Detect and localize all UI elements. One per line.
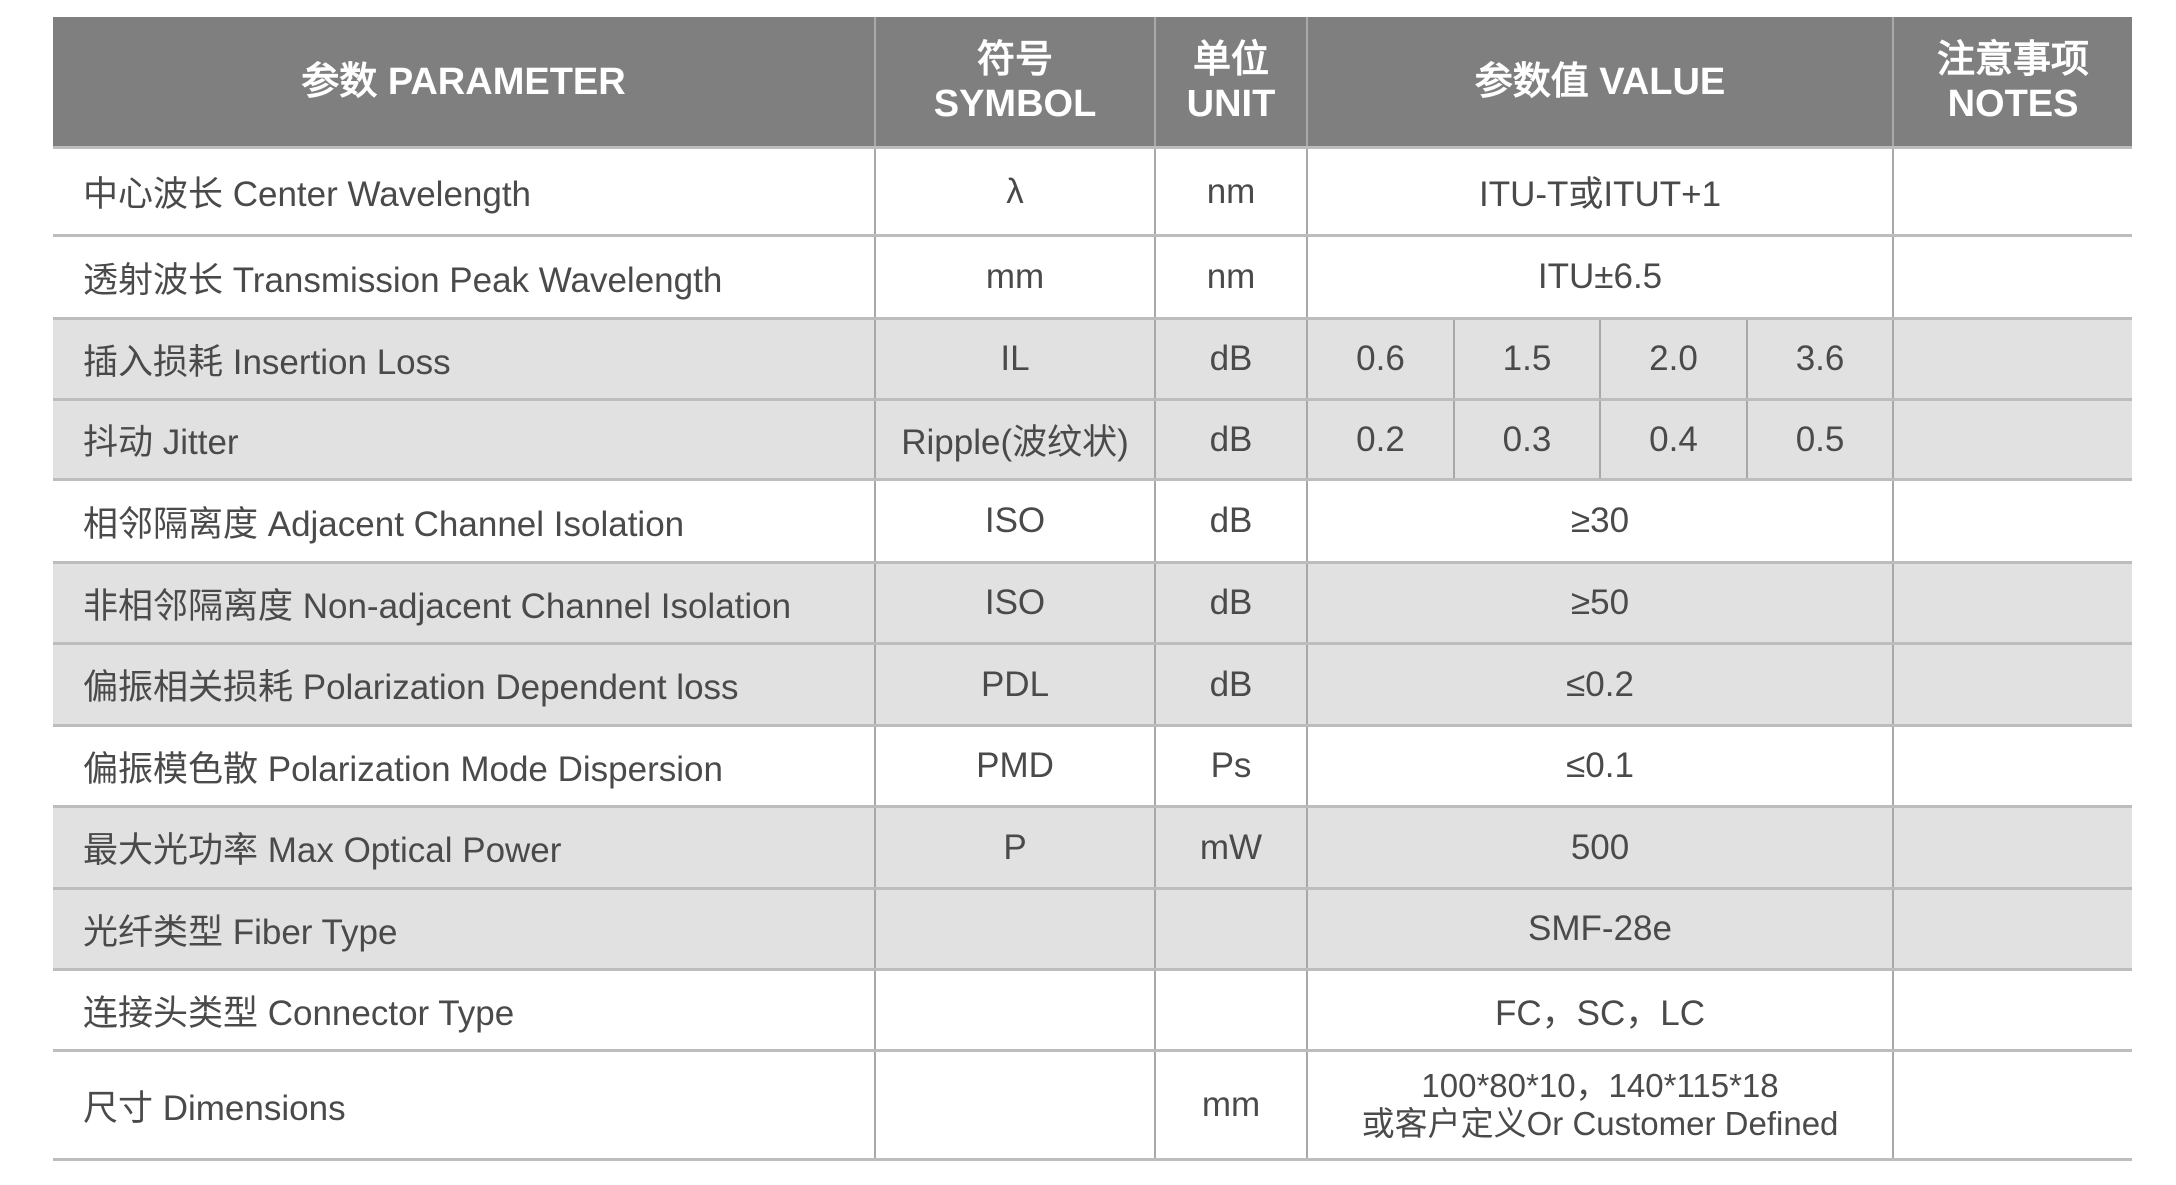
symbol-cell: Ripple(波纹状) [874,398,1155,480]
parameter-cell: 相邻隔离度 Adjacent Channel Isolation [53,478,875,563]
table-row: 连接头类型 Connector Type FC，SC，LC [53,968,2133,1051]
value-cell: 0.2 [1306,398,1454,480]
header-row: 参数 PARAMETER 符号 SYMBOL 单位 UNIT 参数值 VALUE 注… [53,17,2133,148]
value-cell: ITU±6.5 [1305,234,1894,319]
table-row: 抖动 Jitter Ripple(波纹状) dB 0.2 0.3 0.4 0.5 [53,398,2133,480]
parameter-cell: 偏振模色散 Polarization Mode Dispersion [53,724,875,807]
unit-cell: dB [1154,642,1307,726]
unit-cell [1154,887,1307,970]
symbol-cell [874,968,1155,1051]
parameter-cell: 偏振相关损耗 Polarization Dependent loss [53,642,875,726]
parameter-cell: 连接头类型 Connector Type [53,968,875,1051]
symbol-cell [874,887,1155,970]
notes-cell [1892,146,2133,236]
value-cell: ≥30 [1305,478,1894,563]
value-cell: 2.0 [1599,317,1747,400]
table-row: 尺寸 Dimensions mm 100*80*10，140*115*18 或客户定义… [53,1049,2133,1161]
table-row: 偏振模色散 Polarization Mode Dispersion PMD Ps ≤… [53,724,2133,807]
header-notes-cn: 注意事项 [1937,38,2090,81]
value-cell: 0.4 [1599,398,1747,480]
symbol-cell: λ [874,146,1155,236]
unit-cell [1154,968,1307,1051]
value-cell: 500 [1305,805,1894,889]
symbol-cell: mm [874,234,1155,319]
value-cell: SMF-28e [1305,887,1894,970]
table-row: 相邻隔离度 Adjacent Channel Isolation ISO dB ≥30 [53,478,2133,563]
notes-cell [1892,642,2133,726]
header-symbol-en: SYMBOL [933,82,1097,125]
value-cell: ITU-T或ITUT+1 [1305,146,1894,236]
notes-cell [1892,561,2133,644]
notes-cell [1892,805,2133,889]
parameter-cell: 中心波长 Center Wavelength [53,146,875,236]
header-unit-cn: 单位 [1192,38,1269,81]
header-symbol-cn: 符号 [976,38,1053,81]
value-cell: 0.5 [1745,398,1894,480]
table-row: 插入损耗 Insertion Loss IL dB 0.6 1.5 2.0 3.6 [53,317,2133,400]
header-unit-en: UNIT [1186,82,1276,125]
unit-cell: dB [1154,317,1307,400]
table-row: 非相邻隔离度 Non-adjacent Channel Isolation ISO… [53,561,2133,644]
unit-cell: dB [1154,398,1307,480]
parameter-cell: 非相邻隔离度 Non-adjacent Channel Isolation [53,561,875,644]
header-unit: 单位 UNIT [1154,17,1307,148]
table-row: 光纤类型 Fiber Type SMF-28e [53,887,2133,970]
parameter-cell: 抖动 Jitter [53,398,875,480]
value-cell: 0.3 [1453,398,1600,480]
table-row: 透射波长 Transmission Peak Wavelength mm nm ITU… [53,234,2133,319]
header-value: 参数值 VALUE [1305,17,1894,148]
notes-cell [1892,724,2133,807]
value-cell: 100*80*10，140*115*18 或客户定义Or Customer Def… [1305,1049,1894,1161]
symbol-cell: PMD [874,724,1155,807]
value-cell: ≤0.2 [1305,642,1894,726]
value-cell: 1.5 [1453,317,1600,400]
value-cell: 0.6 [1306,317,1454,400]
table-row: 偏振相关损耗 Polarization Dependent loss PDL dB ≤… [53,642,2133,726]
header-notes-en: NOTES [1947,82,2079,125]
spec-table: 参数 PARAMETER 符号 SYMBOL 单位 UNIT 参数值 VALUE 注… [53,17,2133,1161]
notes-cell [1892,317,2133,400]
symbol-cell: IL [874,317,1155,400]
unit-cell: dB [1154,478,1307,563]
symbol-cell [874,1049,1155,1161]
value-cell: 3.6 [1745,317,1894,400]
value-cell: ≤0.1 [1305,724,1894,807]
unit-cell: Ps [1154,724,1307,807]
table-row: 中心波长 Center Wavelength λ nm ITU-T或ITUT+1 [53,146,2133,236]
notes-cell [1892,887,2133,970]
notes-cell [1892,234,2133,319]
value-cell: FC，SC，LC [1305,968,1894,1051]
unit-cell: nm [1154,146,1307,236]
notes-cell [1892,478,2133,563]
value-cell: ≥50 [1305,561,1894,644]
notes-cell [1892,398,2133,480]
parameter-cell: 透射波长 Transmission Peak Wavelength [53,234,875,319]
notes-cell [1892,968,2133,1051]
unit-cell: nm [1154,234,1307,319]
value-line-2: 或客户定义Or Customer Defined [1361,1105,1839,1142]
unit-cell: dB [1154,561,1307,644]
parameter-cell: 尺寸 Dimensions [53,1049,875,1161]
symbol-cell: PDL [874,642,1155,726]
header-parameter: 参数 PARAMETER [53,17,875,148]
parameter-cell: 光纤类型 Fiber Type [53,887,875,970]
header-symbol: 符号 SYMBOL [874,17,1155,148]
parameter-cell: 最大光功率 Max Optical Power [53,805,875,889]
header-notes: 注意事项 NOTES [1892,17,2133,148]
parameter-cell: 插入损耗 Insertion Loss [53,317,875,400]
unit-cell: mW [1154,805,1307,889]
symbol-cell: ISO [874,478,1155,563]
symbol-cell: P [874,805,1155,889]
symbol-cell: ISO [874,561,1155,644]
notes-cell [1892,1049,2133,1161]
value-line-1: 100*80*10，140*115*18 [1421,1067,1779,1104]
unit-cell: mm [1154,1049,1307,1161]
